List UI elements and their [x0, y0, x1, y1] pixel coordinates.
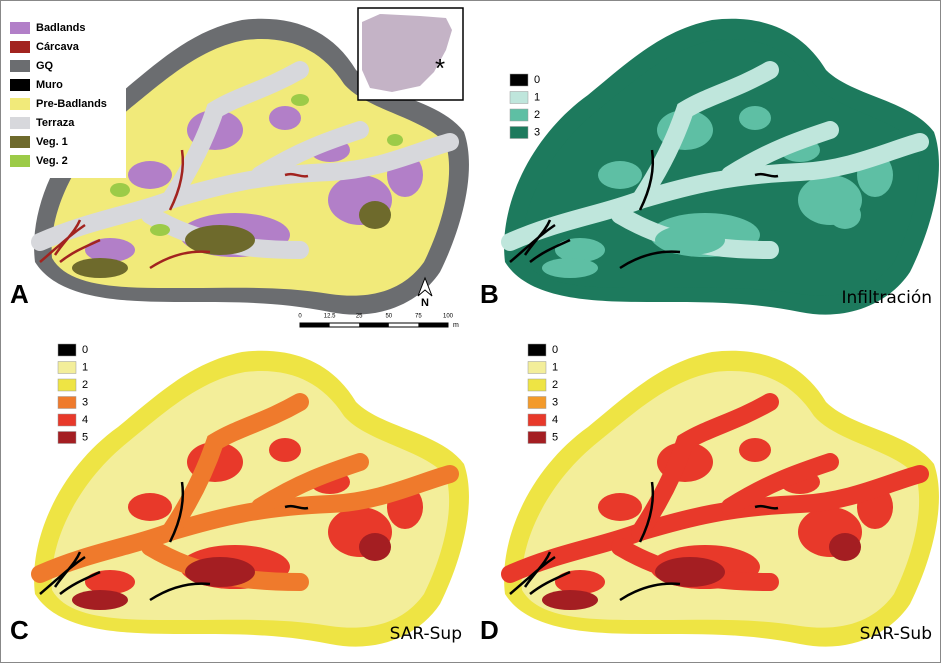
legend-swatch [10, 22, 30, 34]
map-patch-dark [185, 557, 255, 587]
panel-letter: B [480, 279, 499, 309]
panel-letter: A [10, 279, 29, 309]
legend-label: Muro [36, 79, 63, 91]
map-patch-dark [185, 225, 255, 255]
legend-swatch [58, 397, 76, 409]
legend-label: 1 [552, 361, 558, 373]
map-patch [739, 106, 771, 130]
scale-segment [300, 323, 330, 327]
map-patch-veg [110, 183, 130, 197]
legend-swatch [10, 155, 30, 167]
map-patch-dark [72, 590, 128, 610]
legend-swatch [528, 362, 546, 374]
legend-label: 1 [82, 361, 88, 373]
legend-label: 2 [534, 109, 540, 121]
map-patch-dark [359, 533, 391, 561]
map-patch [739, 438, 771, 462]
legend-label: 0 [552, 344, 558, 356]
map-patch-dark [359, 201, 391, 229]
map-patch-veg [150, 224, 170, 236]
figure: Badlands Cárcava GQ Muro Pre-Badlands Terraza… [0, 0, 941, 663]
legend-swatch [10, 60, 30, 72]
legend-label: 3 [552, 396, 558, 408]
legend-swatch [528, 379, 546, 391]
scale-tick-label: 100 [443, 314, 454, 320]
map-patch-dark [655, 557, 725, 587]
legend-label: 1 [534, 91, 540, 103]
inset-map: * [358, 8, 463, 100]
legend-swatch [58, 362, 76, 374]
legend-swatch [510, 92, 528, 104]
map-patch [128, 161, 172, 189]
legend-label: Badlands [36, 22, 86, 34]
legend-label: 5 [82, 431, 88, 443]
legend-label: Pre-Badlands [36, 98, 107, 110]
legend-label: 3 [82, 396, 88, 408]
panel-title: SAR-Sup [390, 624, 462, 644]
legend-label: Terraza [36, 117, 75, 129]
legend-label: 2 [82, 379, 88, 391]
map-patch [269, 438, 301, 462]
map-patch [269, 106, 301, 130]
map-patch-dark [542, 590, 598, 610]
legend-label: 3 [534, 126, 540, 138]
map-patch-dark [655, 225, 725, 255]
legend-swatch [528, 432, 546, 444]
map-patch-dark [542, 258, 598, 278]
legend-label: Veg. 2 [36, 155, 68, 167]
legend-swatch [10, 98, 30, 110]
panel-title: Infiltración [841, 288, 932, 308]
map-patch-dark [829, 201, 861, 229]
legend-swatch [58, 432, 76, 444]
inset-marker: * [435, 53, 445, 83]
map-patch-dark [829, 533, 861, 561]
legend-swatch [58, 379, 76, 391]
legend-label: 4 [552, 414, 558, 426]
legend-label: 5 [552, 431, 558, 443]
legend-swatch [528, 397, 546, 409]
map-patch [598, 161, 642, 189]
legend-swatch [58, 414, 76, 426]
scale-tick-label: 75 [415, 314, 422, 320]
legend-label: 0 [82, 344, 88, 356]
map-patch-dark [72, 258, 128, 278]
map-patch [598, 493, 642, 521]
legend-swatch [510, 127, 528, 139]
scale-tick-label: 50 [385, 314, 392, 320]
scale-tick-label: 25 [356, 314, 363, 320]
scale-tick-label: 12.5 [324, 314, 336, 320]
legend-label: 2 [552, 379, 558, 391]
legend-swatch [528, 414, 546, 426]
legend-label: Cárcava [36, 41, 80, 53]
legend-swatch [58, 344, 76, 356]
legend-swatch [510, 109, 528, 121]
panel-letter: D [480, 615, 499, 645]
legend-swatch [10, 117, 30, 129]
map-patch-veg [291, 94, 309, 106]
scale-segment [359, 323, 389, 327]
legend-swatch [510, 74, 528, 86]
panel-letter: C [10, 615, 29, 645]
legend-label: 0 [534, 74, 540, 86]
panel-title: SAR-Sub [860, 624, 932, 644]
legend-label: GQ [36, 60, 54, 72]
map-patch [128, 493, 172, 521]
scale-unit: m [453, 322, 459, 329]
legend-label: 4 [82, 414, 88, 426]
legend-swatch [10, 41, 30, 53]
north-label: N [421, 297, 429, 309]
legend-swatch [10, 136, 30, 148]
scale-segment [418, 323, 448, 327]
map-panel: Badlands Cárcava GQ Muro Pre-Badlands Terraza… [4, 8, 469, 329]
map-patch-veg [387, 134, 403, 146]
legend-label: Veg. 1 [36, 136, 68, 148]
legend-swatch [528, 344, 546, 356]
legend-swatch [10, 79, 30, 91]
